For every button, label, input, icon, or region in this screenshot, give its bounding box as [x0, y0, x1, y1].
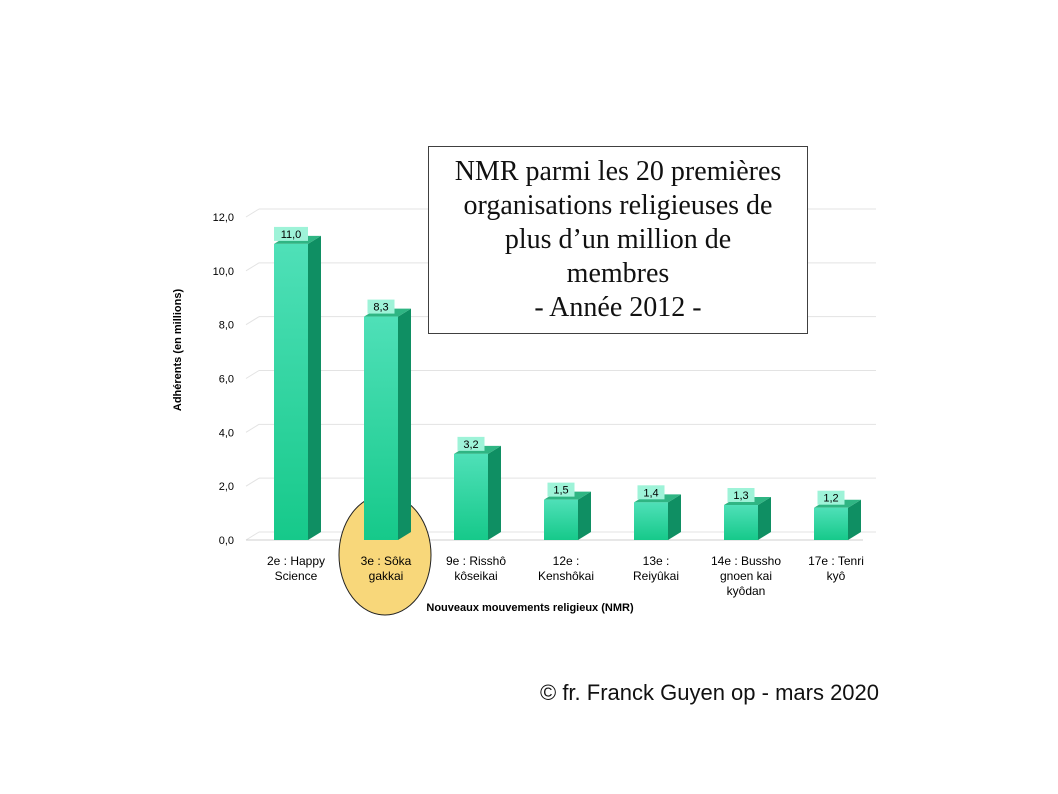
category-label: 12e : Kenshôkai	[538, 554, 594, 583]
bar-side	[668, 494, 681, 540]
data-label-bg	[367, 299, 395, 314]
x-axis-label: Nouveaux mouvements religieux (NMR)	[426, 602, 634, 614]
y-tick-label: 6,0	[219, 374, 234, 386]
gridline-depth	[245, 262, 260, 272]
bar-side	[848, 499, 861, 540]
bar-side	[398, 308, 411, 540]
title-line: membres	[566, 258, 670, 289]
data-label: 1,2	[823, 493, 838, 505]
y-tick-label: 0,0	[219, 535, 234, 547]
y-tick-label: 2,0	[219, 481, 234, 493]
bar	[274, 243, 308, 540]
title-line: organisations religieuses de	[463, 190, 773, 221]
category-label: 13e : Reiyûkai	[633, 554, 679, 583]
bar-side	[488, 445, 501, 540]
copyright-text: © fr. Franck Guyen op - mars 2020	[540, 680, 880, 705]
gridline-depth	[245, 370, 260, 379]
data-label-bg	[817, 490, 845, 505]
y-tick-label: 8,0	[219, 320, 234, 332]
data-label-bg	[727, 488, 755, 503]
bar	[634, 502, 668, 540]
category-label: 3e : Sôka gakkai	[361, 554, 412, 583]
chart-title-box: NMR parmi les 20 premières organisations…	[428, 146, 808, 334]
data-label-bg	[457, 436, 485, 451]
data-label-bg	[274, 226, 308, 241]
gridline-depth	[245, 531, 260, 541]
data-label: 1,4	[643, 487, 658, 499]
bar	[454, 453, 488, 540]
bar	[814, 507, 848, 540]
category-label: 2e : Happy Science	[267, 554, 325, 583]
data-label: 11,0	[281, 229, 302, 241]
bar	[364, 316, 398, 540]
title-line: plus d’un million de	[504, 224, 732, 255]
y-tick-label: 10,0	[213, 266, 234, 278]
data-label-bg	[547, 482, 575, 497]
bar-side	[308, 235, 321, 540]
bar	[544, 499, 578, 540]
y-axis-label: Adhérents (en millions)	[172, 288, 184, 412]
data-label: 1,3	[733, 490, 748, 502]
data-label: 3,2	[463, 439, 478, 451]
bar	[724, 505, 758, 540]
bar-side	[758, 497, 771, 540]
title-line: NMR parmi les 20 premières	[454, 156, 782, 187]
title-line: - Année 2012 -	[534, 292, 702, 323]
gridline-depth	[245, 423, 260, 433]
gridline-depth	[245, 208, 260, 218]
category-label: 17e : Tenri kyô	[808, 554, 864, 583]
gridline-depth	[245, 477, 260, 487]
gridline-depth	[245, 316, 260, 326]
data-label-bg	[637, 485, 665, 500]
y-tick-label: 12,0	[213, 212, 234, 224]
category-label: 9e : Risshô kôseikai	[446, 554, 506, 583]
data-label: 8,3	[373, 302, 388, 314]
y-tick-label: 4,0	[219, 427, 234, 439]
category-label: 14e : Bussho gnoen kai kyôdan	[711, 554, 781, 598]
data-label: 1,5	[553, 485, 568, 497]
bar-side	[578, 491, 591, 540]
